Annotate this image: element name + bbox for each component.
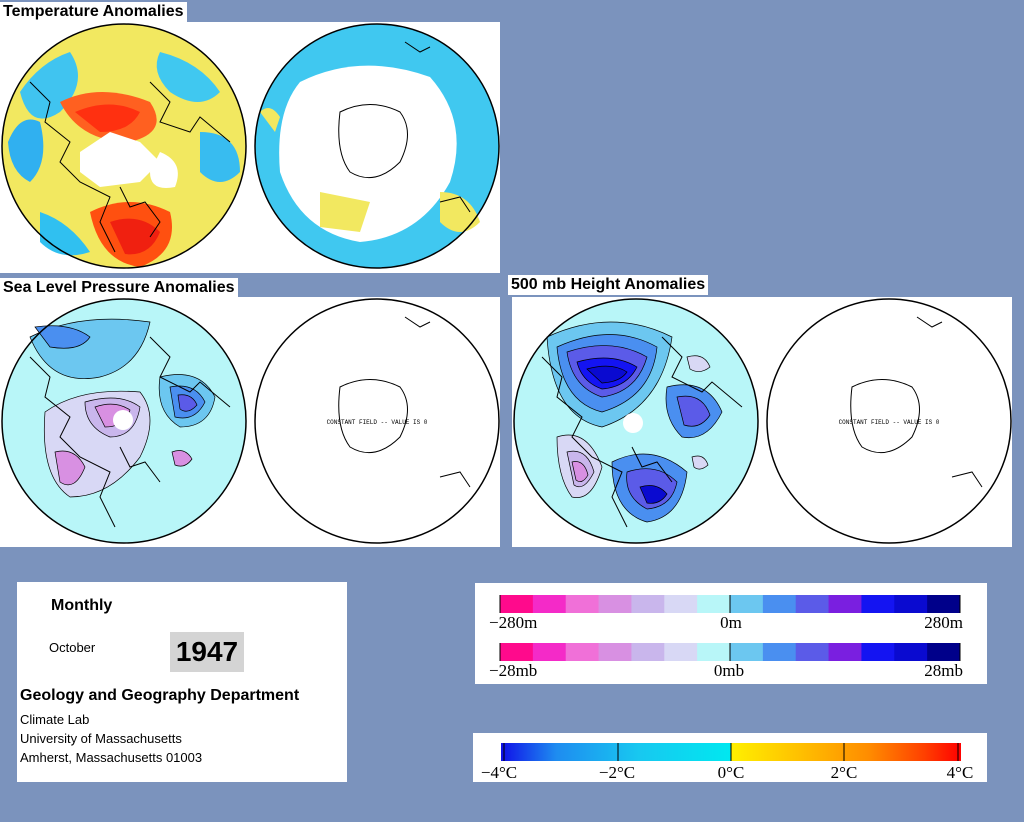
- pressure-legend-swatch: [697, 643, 731, 661]
- height-legend-swatch: [861, 595, 895, 613]
- height-legend-swatch: [927, 595, 961, 613]
- pressure-min-label: −28mb: [489, 661, 537, 680]
- height-legend-swatch: [697, 595, 731, 613]
- temp-tick-4: 4°C: [947, 763, 974, 782]
- department-label: Geology and Geography Department: [20, 687, 300, 704]
- height-maps: CONSTANT FIELD -- VALUE IS 0: [513, 298, 1012, 544]
- temp-tick-minus4: −4°C: [481, 763, 517, 782]
- period-label: Monthly: [51, 597, 113, 614]
- height-sh-map: CONSTANT FIELD -- VALUE IS 0: [766, 298, 1012, 544]
- height-mid-label: 0m: [720, 613, 742, 632]
- height-min-label: −280m: [489, 613, 537, 632]
- temperature-maps: [1, 23, 500, 269]
- temperature-colorbar: −4°C −2°C 0°C 2°C 4°C: [481, 743, 974, 782]
- slp-maps: CONSTANT FIELD -- VALUE IS 0: [1, 298, 500, 544]
- height-legend-swatch: [565, 595, 600, 613]
- temperature-legend: −4°C −2°C 0°C 2°C 4°C: [473, 733, 987, 782]
- temp-tick-minus2: −2°C: [599, 763, 635, 782]
- pressure-legend-swatch: [927, 643, 961, 661]
- height-legend-swatch: [894, 595, 928, 613]
- month-label: October: [49, 640, 96, 655]
- height-pressure-colorbars: −280m 0m 280m −28mb 0mb 28mb: [489, 595, 963, 680]
- pressure-legend-swatch: [664, 643, 698, 661]
- pressure-legend-swatch: [762, 643, 797, 661]
- height-legend-swatch: [795, 595, 830, 613]
- info-box: Monthly October 1947 Geology and Geograp…: [17, 582, 347, 782]
- slp-title: Sea Level Pressure Anomalies: [0, 278, 238, 298]
- height-legend-swatch: [730, 595, 764, 613]
- pressure-legend-swatch: [598, 643, 632, 661]
- university-label: University of Massachusetts: [20, 731, 182, 746]
- pressure-legend-swatch: [631, 643, 665, 661]
- pressure-legend-swatch: [730, 643, 764, 661]
- temperature-panel: [0, 22, 500, 273]
- temp-tick-0: 0°C: [718, 763, 745, 782]
- height-constant-field-note: CONSTANT FIELD -- VALUE IS 0: [839, 419, 940, 426]
- slp-nh-map: [1, 298, 247, 544]
- address-label: Amherst, Massachusetts 01003: [20, 750, 203, 765]
- slp-panel: CONSTANT FIELD -- VALUE IS 0: [0, 297, 500, 547]
- temperature-nh-map: [1, 23, 247, 269]
- pressure-legend-swatch: [828, 643, 862, 661]
- pressure-legend-swatch: [532, 643, 567, 661]
- height-pressure-legend: −280m 0m 280m −28mb 0mb 28mb: [475, 583, 987, 684]
- height-nh-map: [513, 298, 759, 544]
- height-legend-swatch: [664, 595, 698, 613]
- slp-constant-field-note: CONSTANT FIELD -- VALUE IS 0: [327, 419, 428, 426]
- temperature-sh-map: [254, 23, 500, 269]
- pressure-legend-swatch: [565, 643, 600, 661]
- pressure-legend-swatch: [795, 643, 830, 661]
- slp-sh-map: CONSTANT FIELD -- VALUE IS 0: [254, 298, 500, 544]
- temp-tick-2: 2°C: [831, 763, 858, 782]
- year-label: 1947: [170, 632, 244, 672]
- height-panel: CONSTANT FIELD -- VALUE IS 0: [512, 297, 1012, 547]
- pressure-mid-label: 0mb: [714, 661, 744, 680]
- height-max-label: 280m: [924, 613, 963, 632]
- pressure-legend-swatch: [894, 643, 928, 661]
- height-legend-swatch: [532, 595, 567, 613]
- pressure-legend-swatch: [861, 643, 895, 661]
- temperature-title: Temperature Anomalies: [0, 2, 187, 22]
- height-title: 500 mb Height Anomalies: [508, 275, 709, 295]
- height-legend-swatch: [762, 595, 797, 613]
- height-legend-swatch: [828, 595, 862, 613]
- height-legend-swatch: [500, 595, 534, 613]
- pressure-max-label: 28mb: [924, 661, 963, 680]
- height-legend-swatch: [598, 595, 632, 613]
- lab-label: Climate Lab: [20, 712, 90, 727]
- pressure-legend-swatch: [500, 643, 534, 661]
- height-legend-swatch: [631, 595, 665, 613]
